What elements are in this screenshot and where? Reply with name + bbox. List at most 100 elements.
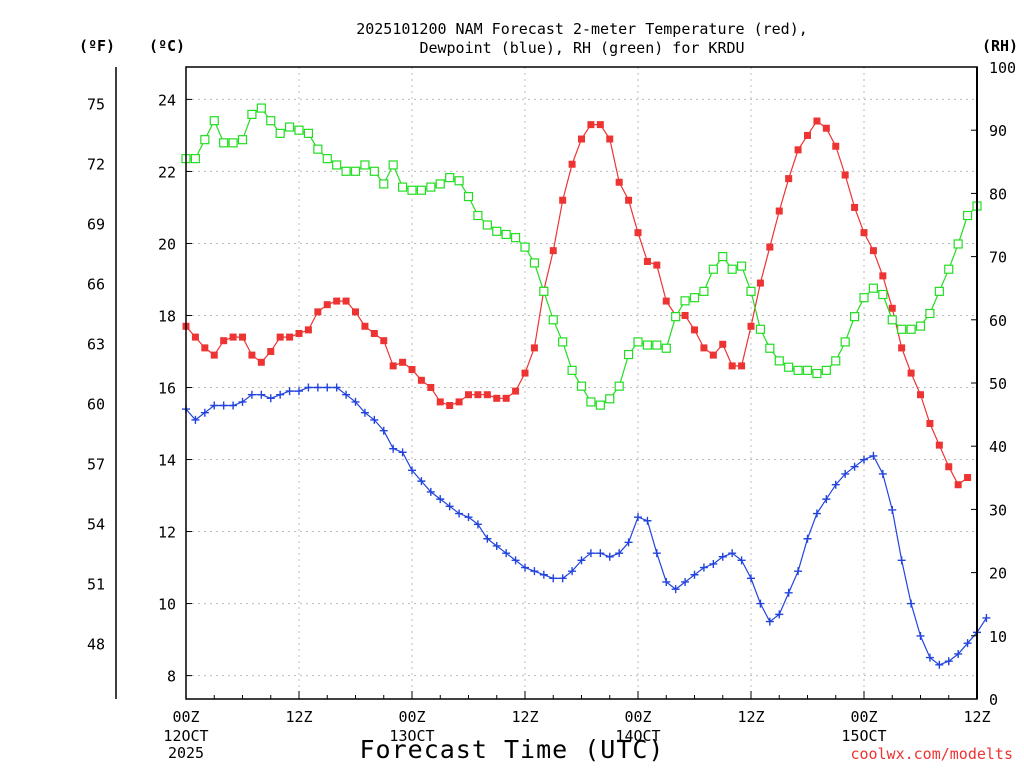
dewpoint-data-point (775, 610, 784, 619)
dewpoint-data-point (765, 617, 774, 626)
celsius-tick-label: 22 (158, 163, 176, 181)
celsius-tick-label: 20 (158, 235, 176, 253)
temperature-data-point (935, 441, 943, 449)
dewpoint-data-point (332, 383, 341, 392)
temperature-data-point (314, 308, 322, 316)
rh-data-point (614, 381, 624, 391)
temperature-data-point (596, 121, 604, 129)
rh-data-point (671, 312, 681, 322)
temperature-data-point (700, 344, 708, 352)
rh-data-point (407, 185, 417, 195)
time-tick-label: 12Z (511, 708, 538, 726)
dewpoint-data-point (831, 480, 840, 489)
temperature-data-point (587, 121, 595, 129)
rh-data-point (953, 239, 963, 249)
dewpoint-data-point (558, 574, 567, 583)
rh-data-point (520, 242, 530, 252)
time-tick-label: 00Z (624, 708, 651, 726)
rh-data-point (727, 264, 737, 274)
temperature-data-point (530, 344, 538, 352)
dewpoint-data-point (417, 477, 426, 486)
rh-data-point (576, 381, 587, 391)
rh-data-point (284, 122, 295, 132)
dewpoint-data-point (878, 469, 887, 478)
temperature-data-point (841, 171, 849, 179)
rh-data-point (680, 296, 690, 306)
labels: 2025101200 NAM Forecast 2-meter Temperat… (79, 20, 1018, 764)
temperature-data-point (465, 391, 472, 399)
dewpoint-data-point (464, 513, 473, 522)
rh-data-point (473, 210, 483, 221)
temperature-data-point (662, 297, 670, 305)
temperature-data-point (399, 358, 407, 366)
dewpoint-data-point (445, 502, 454, 511)
temperature-data-point (408, 365, 416, 373)
fahrenheit-tick-label: 75 (87, 95, 105, 113)
rh-data-point (539, 286, 549, 296)
dewpoint-data-point (662, 577, 671, 586)
dewpoint-data-point (342, 390, 351, 399)
temperature-data-point (502, 394, 510, 402)
celsius-tick-label: 16 (158, 380, 176, 398)
dewpoint-data-point (634, 513, 642, 522)
rh-data-point (642, 340, 653, 350)
celsius-tick-label: 8 (167, 668, 176, 686)
temperature-data-point (210, 351, 218, 359)
dewpoint-data-point (822, 495, 831, 504)
dewpoint-data-point (473, 520, 482, 529)
temperature-data-point (389, 362, 397, 370)
fahrenheit-tick-label: 60 (87, 396, 105, 414)
fahrenheit-tick-label: 66 (87, 275, 105, 293)
dewpoint-data-point (869, 451, 878, 460)
rh-data-point (529, 258, 540, 268)
rh-data-point (784, 362, 794, 372)
rh-data-point (633, 337, 643, 347)
dewpoint-data-point (426, 487, 435, 496)
temperature-data-point (606, 135, 614, 143)
dewpoint-data-point (681, 577, 690, 586)
temperature-data-point (775, 207, 783, 215)
rh-data-point (868, 283, 879, 293)
rh-data-point (586, 397, 596, 407)
rh-data-point (247, 109, 257, 120)
dewpoint-data-point (888, 505, 897, 514)
rh-data-point (275, 128, 285, 138)
temperature-data-point (747, 322, 755, 330)
rh-data-point (708, 264, 718, 274)
temperature-data-point (625, 196, 633, 204)
x-axis-title: Forecast Time (UTC) (360, 735, 665, 764)
dewpoint-data-point (455, 509, 464, 518)
rh-tick-label: 60 (989, 312, 1007, 330)
temperature-data-point (559, 196, 567, 204)
temperature-data-point (333, 297, 341, 305)
temperature-data-point (248, 351, 256, 359)
temperature-data-point (653, 261, 661, 269)
rh-data-point (256, 103, 266, 113)
temperature-data-point (813, 117, 821, 125)
chart-title-line1: 2025101200 NAM Forecast 2-meter Temperat… (356, 20, 808, 38)
dewpoint-data-point (276, 390, 285, 399)
rh-data-point (718, 252, 728, 262)
time-tick-label: 00Z (850, 708, 877, 726)
rh-data-point (623, 349, 634, 360)
rh-data-point (190, 154, 201, 164)
temperature-data-point (304, 326, 312, 334)
temperature-data-point (926, 420, 934, 428)
rh-data-point (313, 144, 323, 154)
rh-data-point (652, 340, 662, 350)
rh-data-point (925, 308, 935, 319)
rh-data-point (934, 286, 944, 296)
dewpoint-data-point (728, 549, 737, 558)
time-tick-label: 12Z (963, 708, 990, 726)
dewpoint-data-point (690, 570, 699, 579)
temperature-data-point (436, 398, 444, 406)
temperature-data-point (201, 344, 209, 352)
rh-data-point (322, 154, 332, 164)
dewpoint-data-point (398, 448, 407, 457)
rh-data-point (350, 166, 361, 176)
dewpoint-data-point (794, 567, 803, 576)
temperature-data-point (239, 333, 246, 341)
temperature-data-point (822, 124, 830, 132)
dewpoint-data-point (408, 466, 416, 475)
